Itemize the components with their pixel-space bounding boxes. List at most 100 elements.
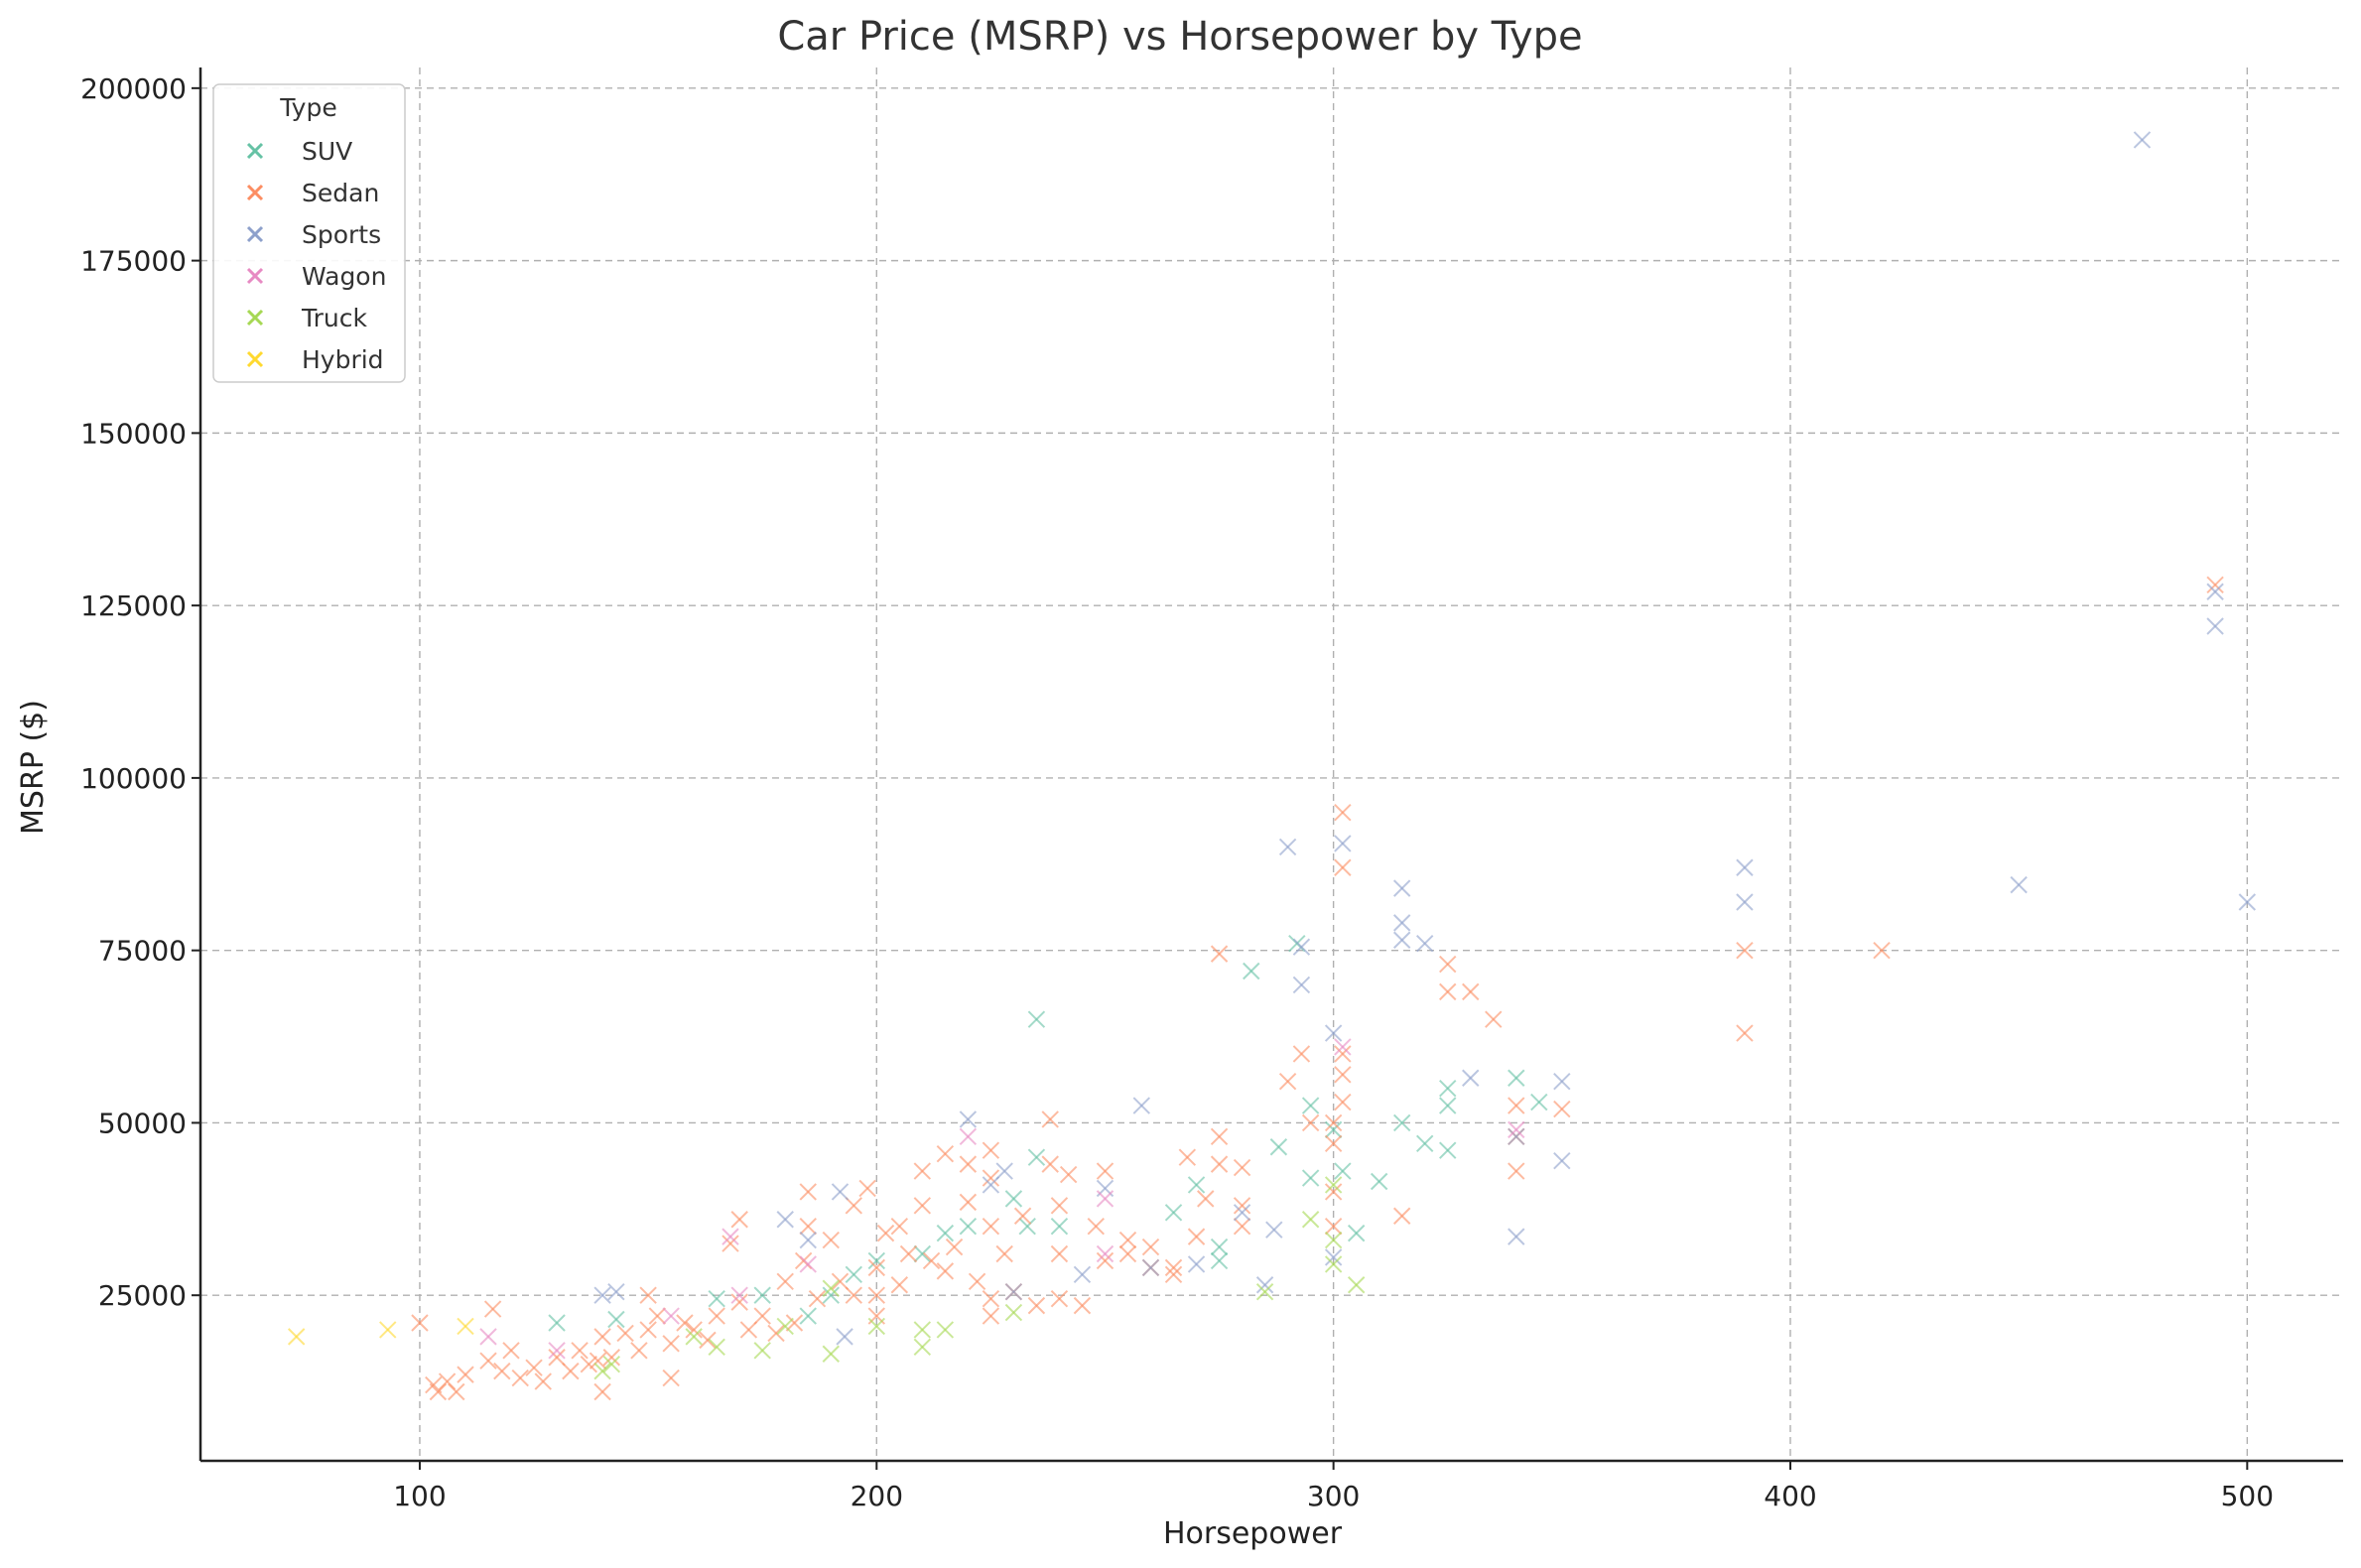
data-point bbox=[2133, 131, 2152, 149]
data-point bbox=[721, 1228, 739, 1245]
data-point bbox=[1508, 1097, 1525, 1114]
data-point bbox=[767, 1324, 785, 1343]
data-point bbox=[1187, 1176, 1206, 1194]
data-point bbox=[662, 1335, 680, 1353]
y-tick-label: 150000 bbox=[80, 417, 187, 450]
x-tick-label: 300 bbox=[1307, 1480, 1360, 1512]
x-tick-label: 500 bbox=[2221, 1480, 2274, 1512]
data-point bbox=[1334, 1162, 1352, 1180]
data-point bbox=[2206, 617, 2224, 635]
data-point bbox=[730, 1286, 748, 1304]
data-point bbox=[831, 1272, 850, 1290]
data-point bbox=[589, 1352, 607, 1370]
data-point bbox=[845, 1286, 862, 1304]
data-point bbox=[1210, 1251, 1229, 1270]
data-point bbox=[630, 1342, 648, 1360]
data-point bbox=[799, 1183, 817, 1201]
data-point bbox=[913, 1321, 932, 1339]
data-point bbox=[1243, 962, 1260, 980]
data-point bbox=[995, 1162, 1013, 1180]
data-point bbox=[411, 1314, 429, 1332]
legend-title: Type bbox=[279, 93, 336, 122]
data-point bbox=[1873, 941, 1891, 960]
data-point bbox=[1530, 1093, 1548, 1111]
legend-label: Hybrid bbox=[302, 345, 384, 374]
data-point bbox=[1018, 1217, 1036, 1236]
data-point bbox=[699, 1331, 717, 1350]
data-point bbox=[968, 1272, 986, 1290]
data-point bbox=[708, 1307, 725, 1325]
y-tick-label: 25000 bbox=[98, 1279, 187, 1312]
data-point bbox=[1553, 1100, 1571, 1118]
data-point bbox=[822, 1279, 840, 1297]
axes: 100 200 300 400 500 25000 50000 75000 100000 1250… bbox=[80, 67, 2343, 1512]
data-point bbox=[982, 1169, 1000, 1187]
data-point bbox=[479, 1328, 497, 1346]
data-point bbox=[708, 1338, 725, 1357]
data-point bbox=[502, 1342, 520, 1360]
legend-marker bbox=[246, 142, 264, 160]
data-point bbox=[287, 1328, 306, 1346]
data-point bbox=[1004, 1303, 1023, 1322]
data-point bbox=[1736, 1024, 1754, 1042]
data-point bbox=[1485, 1010, 1503, 1028]
data-point bbox=[1187, 1228, 1206, 1245]
data-point bbox=[685, 1321, 703, 1339]
data-point bbox=[1292, 938, 1311, 956]
data-point bbox=[685, 1328, 703, 1346]
data-point bbox=[708, 1289, 725, 1308]
data-point bbox=[1416, 935, 1434, 953]
data-point bbox=[959, 1127, 978, 1146]
legend-label: Sports bbox=[302, 220, 381, 249]
data-point bbox=[1334, 803, 1352, 822]
data-point bbox=[1370, 1172, 1388, 1191]
data-point bbox=[1324, 1248, 1343, 1266]
data-point bbox=[936, 1144, 955, 1163]
legend-marker bbox=[246, 267, 264, 285]
legend-marker bbox=[246, 309, 264, 327]
data-point bbox=[1292, 976, 1311, 994]
x-tick-label: 400 bbox=[1764, 1480, 1816, 1512]
data-point bbox=[676, 1314, 694, 1332]
legend-marker bbox=[246, 184, 264, 201]
x-tick-label: 100 bbox=[393, 1480, 446, 1512]
data-point bbox=[448, 1382, 465, 1401]
data-point bbox=[457, 1366, 474, 1383]
data-point bbox=[593, 1382, 611, 1401]
data-point bbox=[602, 1355, 621, 1373]
data-point bbox=[1553, 1151, 1571, 1170]
data-point bbox=[913, 1162, 932, 1180]
data-point bbox=[799, 1217, 817, 1236]
data-point bbox=[890, 1217, 909, 1236]
data-point bbox=[1334, 1093, 1352, 1111]
data-points bbox=[287, 131, 2257, 1401]
data-point bbox=[1118, 1244, 1137, 1263]
y-axis-label: MSRP ($) bbox=[16, 700, 51, 835]
data-point bbox=[1004, 1283, 1023, 1301]
data-point bbox=[831, 1183, 850, 1201]
data-point bbox=[982, 1176, 1000, 1194]
data-point bbox=[483, 1300, 502, 1318]
data-point bbox=[1301, 1211, 1320, 1229]
data-point bbox=[1392, 1113, 1411, 1132]
data-point bbox=[1347, 1224, 1366, 1242]
data-point bbox=[913, 1197, 932, 1215]
data-point bbox=[1334, 835, 1352, 852]
data-point bbox=[1439, 955, 1457, 974]
data-point bbox=[1736, 893, 1754, 911]
data-point bbox=[648, 1307, 667, 1325]
y-tick-label: 75000 bbox=[98, 935, 187, 968]
data-point bbox=[534, 1372, 552, 1390]
legend-label: SUV bbox=[302, 137, 352, 166]
data-point bbox=[1736, 941, 1754, 960]
data-point bbox=[1118, 1231, 1137, 1249]
data-point bbox=[2010, 875, 2028, 894]
data-point bbox=[959, 1217, 978, 1236]
data-point bbox=[1392, 1207, 1411, 1225]
data-point bbox=[1301, 1169, 1320, 1187]
data-point bbox=[607, 1283, 625, 1301]
data-point bbox=[1324, 1176, 1343, 1194]
data-point bbox=[1255, 1283, 1274, 1301]
data-point bbox=[1050, 1289, 1069, 1308]
data-point bbox=[1392, 931, 1411, 949]
